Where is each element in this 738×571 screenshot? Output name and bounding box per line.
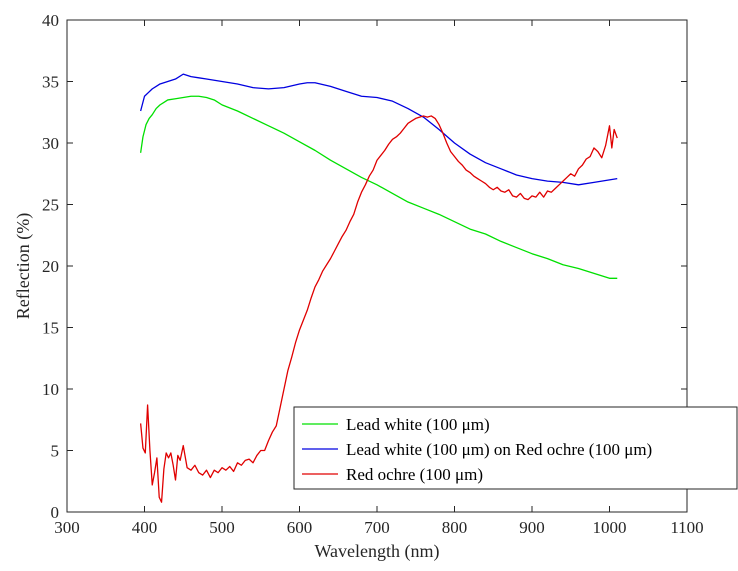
y-tick-label: 15 xyxy=(42,319,59,338)
legend: Lead white (100 μm) Lead white (100 μm) o… xyxy=(293,406,738,490)
legend-entry-1: Lead white (100 μm) on Red ochre (100 μm… xyxy=(346,440,652,459)
series-line-0 xyxy=(139,95,618,279)
series-line-1 xyxy=(140,73,618,186)
y-tick-label: 40 xyxy=(42,11,59,30)
legend-entry-0: Lead white (100 μm) xyxy=(346,415,490,434)
x-tick-label: 900 xyxy=(519,518,545,537)
legend-entry-2: Red ochre (100 μm) xyxy=(346,465,483,484)
x-tick-label: 500 xyxy=(209,518,235,537)
ticks-layer: 300 400 500 600 700 800 900 1000 1100 0 5 10 15 20 25 3… xyxy=(42,11,704,537)
y-tick-label: 25 xyxy=(42,196,59,215)
x-tick-label: 600 xyxy=(287,518,313,537)
legend-box xyxy=(293,406,738,490)
y-tick-label: 0 xyxy=(51,503,60,522)
y-tick-label: 20 xyxy=(42,257,59,276)
y-tick-label: 10 xyxy=(42,380,59,399)
x-tick-label: 1000 xyxy=(593,518,627,537)
x-tick-label: 700 xyxy=(364,518,390,537)
x-tick-label: 1100 xyxy=(670,518,703,537)
y-axis-label: Reflection (%) xyxy=(13,213,34,319)
x-tick-label: 300 xyxy=(54,518,80,537)
x-tick-label: 800 xyxy=(442,518,468,537)
y-tick-label: 5 xyxy=(51,442,60,461)
x-axis-label: Wavelength (nm) xyxy=(314,541,439,562)
series-line-2 xyxy=(139,115,618,503)
x-tick-label: 400 xyxy=(132,518,158,537)
series-layer xyxy=(139,73,618,503)
y-tick-label: 35 xyxy=(42,73,59,92)
y-tick-label: 30 xyxy=(42,134,59,153)
